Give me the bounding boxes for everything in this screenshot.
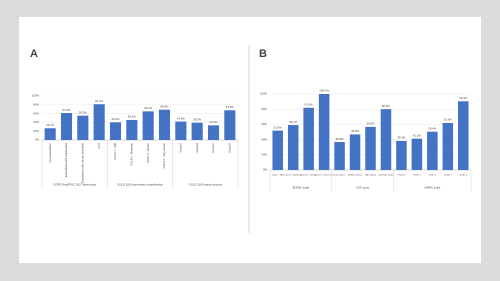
y-tick-label: 100% (260, 92, 268, 96)
x-tick-label: High impact (365, 174, 376, 177)
x-tick-label: Group D (228, 143, 232, 153)
y-tick-label: 100% (32, 94, 40, 98)
group-label: GOLD 2019 patient groups (189, 183, 223, 187)
value-label: 68.9% (161, 104, 169, 108)
bar (442, 122, 454, 170)
bar (207, 125, 220, 140)
x-tick-label: Grade 2 (429, 174, 437, 177)
x-tick-label: Group C (211, 143, 215, 153)
x-tick-label: GOLD 2 - Moderate (130, 142, 134, 165)
group-label: COPD GesEPOC 2017 phenotype (53, 183, 96, 187)
x-tick-label: ACO (97, 143, 101, 149)
value-label: 61.3% (63, 108, 71, 112)
y-tick-label: 60% (33, 111, 39, 115)
bar (224, 110, 236, 140)
bar (272, 130, 283, 170)
y-tick-label: 80% (33, 103, 39, 107)
y-tick-label: 0% (263, 168, 268, 172)
value-label: 41.9% (177, 116, 185, 120)
value-label: 55.3% (79, 110, 87, 114)
x-tick-label: Grade 4 (460, 174, 468, 177)
group-label: GOLD 2019 spirometric classification (117, 183, 163, 187)
group-label: CAT score (356, 186, 369, 190)
bar (77, 115, 89, 140)
value-label: 39.3% (193, 117, 201, 121)
bar (334, 142, 345, 170)
value-label: 51.8% (274, 125, 282, 129)
value-label: 26.7% (46, 123, 54, 127)
x-tick-label: Very high impact (378, 174, 394, 177)
value-label: 61.9% (444, 118, 452, 122)
bar (175, 121, 187, 140)
x-tick-label: GOLD 4 - Very severe (162, 142, 166, 168)
value-label: 45.5% (128, 115, 136, 119)
x-tick-label: GOLD 3 - Severe (146, 142, 150, 163)
panel-label: A (30, 48, 38, 60)
x-tick-label: Grade 0 (398, 174, 406, 177)
bar (158, 109, 171, 140)
x-tick-label: Exacerbator with emphysema (64, 142, 68, 177)
value-label: 41.2% (413, 133, 421, 137)
value-label: 38.3% (397, 136, 405, 140)
bar (427, 131, 438, 170)
bar (142, 111, 154, 140)
y-tick-label: 40% (33, 120, 39, 124)
x-tick-label: Class IV - Very severe (314, 174, 335, 177)
bar (93, 104, 105, 140)
value-label: 56.8% (367, 122, 375, 126)
x-tick-label: Exacerbator with chronic bronchitis (81, 142, 85, 183)
x-tick-label: Class III - Severe (301, 174, 318, 177)
x-tick-label: GOLD 1 - Mild (113, 142, 117, 159)
bar (365, 126, 376, 170)
group-label: BODEx scale (293, 186, 310, 190)
x-tick-label: Grade 1 (413, 174, 421, 177)
value-label: 46.8% (351, 129, 359, 133)
value-label: 65.1% (144, 106, 152, 110)
value-label: 81.3% (95, 99, 103, 103)
panel-label: B (259, 48, 267, 60)
value-label: 80.0% (382, 104, 390, 108)
y-tick-label: 60% (261, 122, 267, 126)
value-label: 90.4% (459, 96, 467, 100)
x-tick-label: Medium impact (348, 174, 363, 177)
value-label: 81.9% (305, 102, 313, 106)
value-label: 67.6% (226, 105, 234, 109)
y-tick-label: 80% (261, 107, 267, 111)
value-label: 100.0% (319, 89, 329, 93)
bar (318, 94, 330, 170)
bar (380, 109, 392, 170)
y-tick-label: 20% (261, 153, 267, 157)
bar (44, 128, 56, 140)
value-label: 59.1% (289, 120, 297, 124)
bar (396, 140, 407, 170)
y-tick-label: 40% (261, 137, 267, 141)
group-label: mMRC scale (424, 186, 440, 190)
bar (126, 119, 138, 140)
x-tick-label: Class II - Moderate (284, 174, 302, 177)
bar (109, 122, 122, 140)
x-tick-label: Group A (179, 143, 183, 153)
value-label: 50.4% (428, 126, 436, 130)
x-tick-label: Class I - Mild (272, 175, 285, 177)
y-tick-label: 0% (35, 138, 40, 142)
value-label: 40.2% (112, 117, 120, 121)
value-label: 33.3% (210, 120, 218, 124)
x-tick-label: Non-exacerbator (48, 143, 52, 162)
bar (287, 125, 299, 170)
x-tick-label: Group B (195, 143, 199, 153)
x-tick-label: Low impact (334, 174, 345, 177)
bar (303, 107, 314, 170)
value-label: 36.8% (336, 137, 344, 141)
bar (411, 138, 423, 170)
x-tick-label: Grade 3 (444, 174, 452, 177)
bar (191, 122, 203, 140)
bar (60, 113, 73, 140)
bar (458, 101, 469, 170)
bar (349, 134, 361, 170)
y-tick-label: 20% (33, 129, 39, 133)
